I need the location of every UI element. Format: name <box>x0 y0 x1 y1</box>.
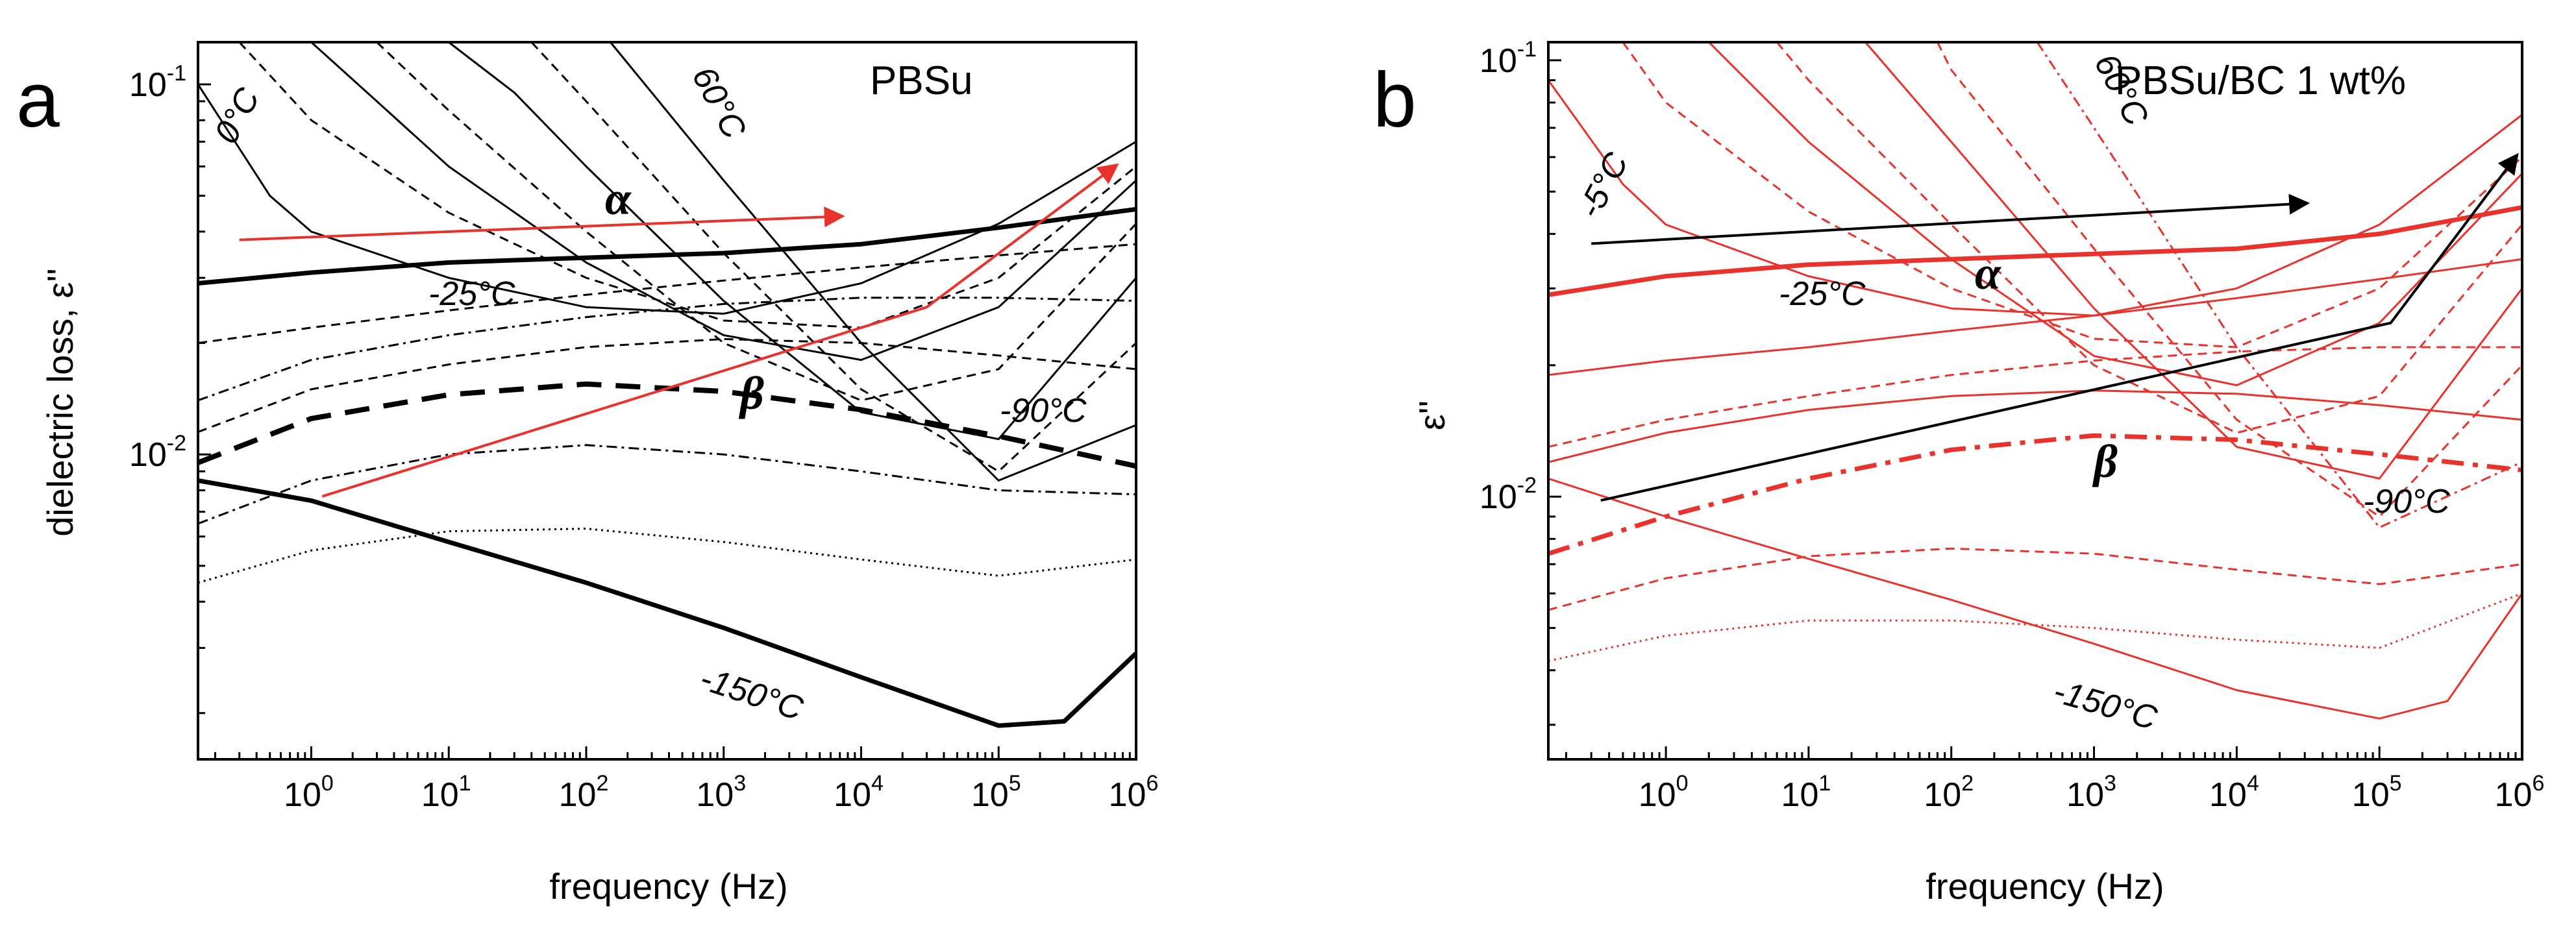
series-line-a-10 <box>310 42 1136 361</box>
y-axis-label-a: dielectric loss, ε'' <box>40 268 80 537</box>
x-tick-label-a-4: 104 <box>834 771 884 814</box>
x-tick-label-b-1: 101 <box>1781 771 1831 814</box>
panel-a: 100 101 102 103 104 105 106 10-2 10-1 a PBSu fr… <box>16 41 1159 907</box>
x-tick-label-b-5: 105 <box>2352 771 2402 814</box>
temp-label-minus90c-b: -90°C <box>2363 483 2450 520</box>
x-tick-label-b-2: 102 <box>1924 771 1974 814</box>
beta-label-b: β <box>2092 435 2118 487</box>
series-line-b-6 <box>1548 346 2522 448</box>
series-line-b-13 <box>1937 42 2522 518</box>
temp-label-minus90c-a: -90°C <box>1000 392 1087 430</box>
x-tick-label-b-6: 106 <box>2495 771 2545 814</box>
series-line-b-5 <box>1548 389 2522 463</box>
series-line-b-1 <box>1548 433 2522 556</box>
arrow-b-1 <box>1600 153 2519 502</box>
series-line-b-8 <box>1548 79 2522 317</box>
x-tick-label-a-2: 102 <box>559 771 609 814</box>
panel-letter-b: b <box>1373 56 1417 143</box>
x-tick-label-a-0: 100 <box>284 771 334 814</box>
x-tick-label-b-0: 100 <box>1639 771 1689 814</box>
series-line-a-5 <box>198 337 1136 434</box>
x-tick-label-b-4: 104 <box>2209 771 2259 814</box>
series-line-b-2 <box>1548 205 2522 297</box>
temp-label-0c-a: 0°C <box>207 82 267 150</box>
series-line-b-11 <box>1776 42 2522 434</box>
series-line-a-1 <box>198 381 1136 469</box>
x-axis-label-b: frequency (Hz) <box>1926 866 2164 907</box>
series-line-a-11 <box>376 42 1136 402</box>
series-line-a-4 <box>198 444 1136 525</box>
series-line-b-10 <box>1708 42 2522 387</box>
series-line-a-7 <box>198 243 1136 344</box>
chart-title-a: PBSu <box>870 58 973 103</box>
temp-label-60c-a: 60°C <box>684 60 753 145</box>
temp-label-minus25c-a: -25°C <box>428 275 515 313</box>
beta-label-a: β <box>738 367 764 419</box>
x-axis-label-a: frequency (Hz) <box>549 866 787 907</box>
series-line-a-8 <box>198 84 1136 315</box>
y-axis-label-b: ε'' <box>1411 400 1452 430</box>
x-tick-label-a-6: 106 <box>1109 771 1159 814</box>
series-line-b-4 <box>1548 547 2522 611</box>
series-line-b-0 <box>1548 477 2522 720</box>
x-ticks-b: 100 101 102 103 104 105 106 <box>1565 746 2545 814</box>
series-line-a-0 <box>198 478 1136 728</box>
temp-label-minus25c-b: -25°C <box>1779 275 1866 313</box>
alpha-label-b: α <box>1975 247 2001 299</box>
plot-frame-b <box>1547 41 2523 761</box>
temp-label-minus150c-a: -150°C <box>695 659 808 728</box>
panel-letter-a: a <box>16 56 60 143</box>
temp-label-minus150c-b: -150°C <box>2050 672 2162 738</box>
y-tick-label-a-1: 10-1 <box>129 61 186 104</box>
x-tick-label-b-3: 103 <box>2066 771 2116 814</box>
alpha-label-a: α <box>605 173 632 225</box>
temp-label-minus5c-b: -5°C <box>1570 147 1636 225</box>
series-line-b-7 <box>1548 258 2522 376</box>
series-line-b-3 <box>1548 592 2522 662</box>
y-tick-label-a-0: 10-2 <box>129 431 186 474</box>
y-tick-label-b-1: 10-1 <box>1480 37 1537 80</box>
x-tick-label-a-3: 103 <box>696 771 746 814</box>
x-tick-label-a-5: 105 <box>971 771 1021 814</box>
series-line-a-2 <box>198 206 1136 286</box>
x-ticks-a: 100 101 102 103 104 105 106 <box>214 746 1159 814</box>
y-ticks-a: 10-2 10-1 <box>129 61 211 715</box>
panel-b: 100 101 102 103 104 105 106 10-2 10-1 b PBSu/BC… <box>1373 37 2544 907</box>
y-tick-label-b-0: 10-2 <box>1480 473 1537 516</box>
series-line-a-13 <box>530 42 1136 472</box>
arrows-a <box>239 163 1119 498</box>
arrow-a-0 <box>239 206 845 241</box>
series-line-b-9 <box>1622 42 2522 349</box>
series-line-b-14 <box>2036 42 2522 529</box>
series-line-a-6 <box>198 297 1136 402</box>
x-tick-label-a-1: 101 <box>421 771 471 814</box>
series-line-a-14 <box>610 42 1136 482</box>
series-line-b-12 <box>1864 42 2522 480</box>
y-ticks-b: 10-2 10-1 <box>1480 37 1561 726</box>
chart-title-b: PBSu/BC 1 wt% <box>2115 58 2406 103</box>
arrow-b-0 <box>1591 193 2310 245</box>
series-line-a-3 <box>198 528 1136 584</box>
arrow-a-1 <box>321 163 1119 498</box>
arrows-b <box>1591 153 2519 502</box>
plot-frame-a <box>197 41 1137 761</box>
curves-b <box>1548 42 2522 720</box>
series-line-a-12 <box>448 42 1136 441</box>
curves-a <box>198 42 1136 728</box>
